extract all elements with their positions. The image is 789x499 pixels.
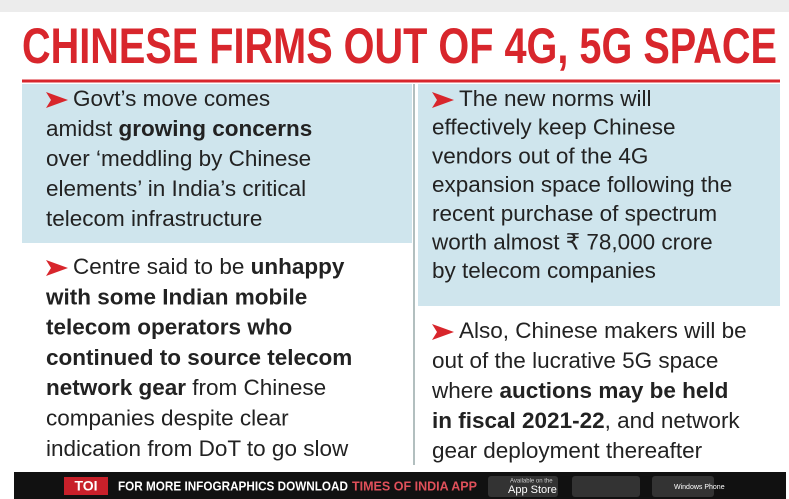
badge xyxy=(488,476,558,497)
body-line: worth almost ₹ 78,000 crore xyxy=(431,229,713,254)
body-line: amidst growing concerns xyxy=(46,116,312,141)
text-run: companies despite clear xyxy=(46,405,289,430)
text-run: worth almost ₹ 78,000 crore xyxy=(431,229,713,254)
text-run: telecom infrastructure xyxy=(46,206,262,231)
badge xyxy=(652,476,714,497)
body-line: where auctions may be held xyxy=(431,378,728,403)
body-line: with some Indian mobile xyxy=(45,284,307,309)
body-line: network gear from Chinese xyxy=(46,375,326,400)
text-run: gear deployment thereafter xyxy=(432,438,703,463)
text-run: from Chinese xyxy=(186,375,326,400)
text-run: where xyxy=(431,378,500,403)
body-line: recent purchase of spectrum xyxy=(432,201,717,226)
body-line: in fiscal 2021-22, and network xyxy=(432,408,740,433)
body-line: out of the lucrative 5G space xyxy=(432,348,718,373)
badge-small: Available on the xyxy=(510,479,553,485)
text-run: out of the lucrative 5G space xyxy=(432,348,718,373)
text-run: recent purchase of spectrum xyxy=(432,201,717,226)
bold-text: unhappy xyxy=(251,254,345,279)
text-run: elements’ in India’s critical xyxy=(46,176,306,201)
body-line: by telecom companies xyxy=(432,258,656,283)
body-line: over ‘meddling by Chinese xyxy=(46,146,311,171)
body-line: Also, Chinese makers will be xyxy=(459,318,747,343)
footer-text: FOR MORE INFOGRAPHICS DOWNLOAD xyxy=(118,478,348,493)
body-line: Centre said to be unhappy xyxy=(73,254,345,279)
bold-text: telecom operators who xyxy=(46,315,292,340)
text-run: amidst xyxy=(46,116,119,141)
body-line: indication from DoT to go slow xyxy=(46,436,349,461)
top-band xyxy=(0,0,789,12)
bold-text: with some Indian mobile xyxy=(45,284,307,309)
brand-box xyxy=(64,477,108,495)
body: Govt’s move comes amidst growing concerns… xyxy=(45,86,747,463)
text-run: expansion space following the xyxy=(432,172,732,197)
text-run: Also, Chinese makers will be xyxy=(459,318,747,343)
bold-text: continued to source telecom xyxy=(46,345,352,370)
bold-text: auctions may be held xyxy=(500,378,729,403)
body-line: telecom operators who xyxy=(46,315,292,340)
bullet-arrow xyxy=(432,92,454,108)
bullet-arrow xyxy=(432,324,454,340)
text-run: vendors out of the 4G xyxy=(432,143,648,168)
body-line: telecom infrastructure xyxy=(46,206,262,231)
text-run: , and network xyxy=(605,408,741,433)
text-run: Centre said to be xyxy=(73,254,251,279)
bold-text: network gear xyxy=(46,375,186,400)
text-run: indication from DoT to go slow xyxy=(46,436,349,461)
badge xyxy=(572,476,640,497)
body-line: Govt’s move comes xyxy=(73,86,270,111)
bullet-arrow xyxy=(46,92,68,108)
body-line: continued to source telecom xyxy=(46,345,352,370)
box-bg xyxy=(22,84,412,243)
body-line: gear deployment thereafter xyxy=(432,438,703,463)
footer-app: TIMES OF INDIA APP xyxy=(352,478,477,493)
bullet-arrow xyxy=(46,260,68,276)
text-run: Govt’s move comes xyxy=(73,86,270,111)
text-run: by telecom companies xyxy=(432,258,656,283)
text-run: The new norms will xyxy=(459,86,652,111)
box-bg xyxy=(418,84,780,306)
body-line: The new norms will xyxy=(459,86,652,111)
body-line: companies despite clear xyxy=(46,405,289,430)
body-line: vendors out of the 4G xyxy=(432,143,648,168)
text-run: over ‘meddling by Chinese xyxy=(46,146,311,171)
bold-text: in fiscal 2021-22 xyxy=(432,408,605,433)
brand: TOI xyxy=(74,478,97,494)
body-line: effectively keep Chinese xyxy=(432,115,675,140)
body-line: expansion space following the xyxy=(432,172,732,197)
body-line: elements’ in India’s critical xyxy=(46,176,306,201)
bold-text: growing concerns xyxy=(119,116,313,141)
text-run: effectively keep Chinese xyxy=(432,115,675,140)
badge-text: App Store xyxy=(508,484,557,496)
badge-text: Windows Phone xyxy=(674,484,725,491)
title: CHINESE FIRMS OUT OF 4G, 5G SPACE xyxy=(22,18,777,74)
